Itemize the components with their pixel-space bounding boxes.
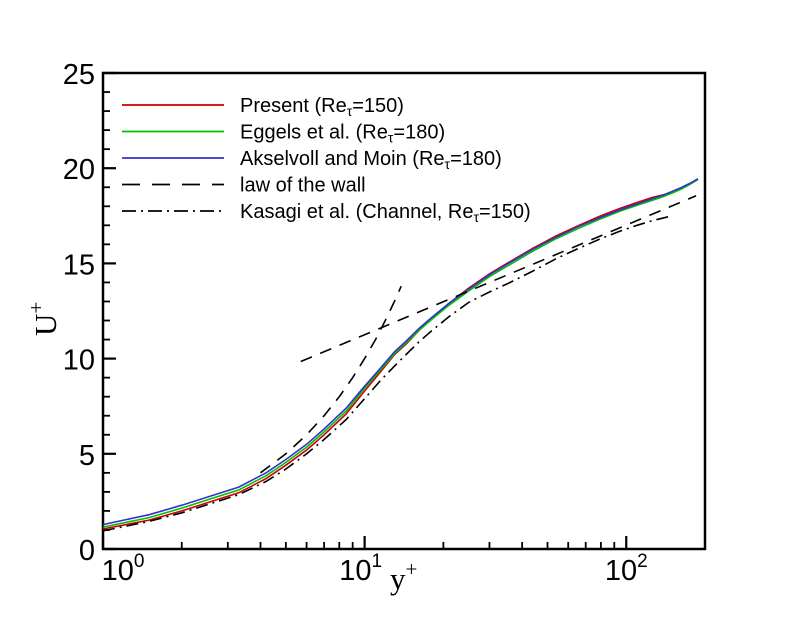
legend-label-present: Present (Reτ=150) <box>240 95 404 119</box>
legend-item-akselvoll: Akselvoll and Moin (Reτ=180) <box>122 148 502 172</box>
y-tick-label-5: 5 <box>79 440 95 472</box>
curves <box>102 178 699 532</box>
legend-label-eggels: Eggels et al. (Reτ=180) <box>240 122 445 146</box>
y-axis-label: U+ <box>24 302 63 336</box>
curve-law-linear <box>260 285 402 474</box>
y-tick-label-15: 15 <box>63 249 95 281</box>
x-tick-label-10^0: 100 <box>102 551 145 587</box>
legend-label-akselvoll: Akselvoll and Moin (Reτ=180) <box>240 148 502 172</box>
curve-law-log <box>300 195 697 363</box>
y-tick-label-20: 20 <box>63 154 95 186</box>
legend-item-present: Present (Reτ=150) <box>122 95 404 119</box>
legend: Present (Reτ=150) Eggels et al. (Reτ=180)… <box>122 95 531 225</box>
legend-item-kasagi: Kasagi et al. (Channel, Reτ=150) <box>122 201 531 225</box>
curve-kasagi <box>102 215 673 532</box>
axis-ticks: 100 101 102 0 5 10 15 20 25 <box>63 59 648 587</box>
y-tick-label-25: 25 <box>63 59 95 91</box>
y-tick-label-0: 0 <box>79 535 95 567</box>
legend-item-law-of-the-wall: law of the wall <box>122 175 366 197</box>
curve-akselvoll <box>102 178 699 526</box>
plot-frame <box>101 71 707 551</box>
y-tick-label-10: 10 <box>63 345 95 377</box>
x-tick-label-10^2: 102 <box>605 551 648 587</box>
x-axis-label: y+ <box>390 557 417 596</box>
x-tick-label-10^1: 101 <box>339 551 382 587</box>
curve-eggels <box>102 178 699 528</box>
legend-item-eggels: Eggels et al. (Reτ=180) <box>122 122 445 146</box>
legend-label-kasagi: Kasagi et al. (Channel, Reτ=150) <box>240 201 531 225</box>
legend-label-law-of-the-wall: law of the wall <box>240 175 366 197</box>
